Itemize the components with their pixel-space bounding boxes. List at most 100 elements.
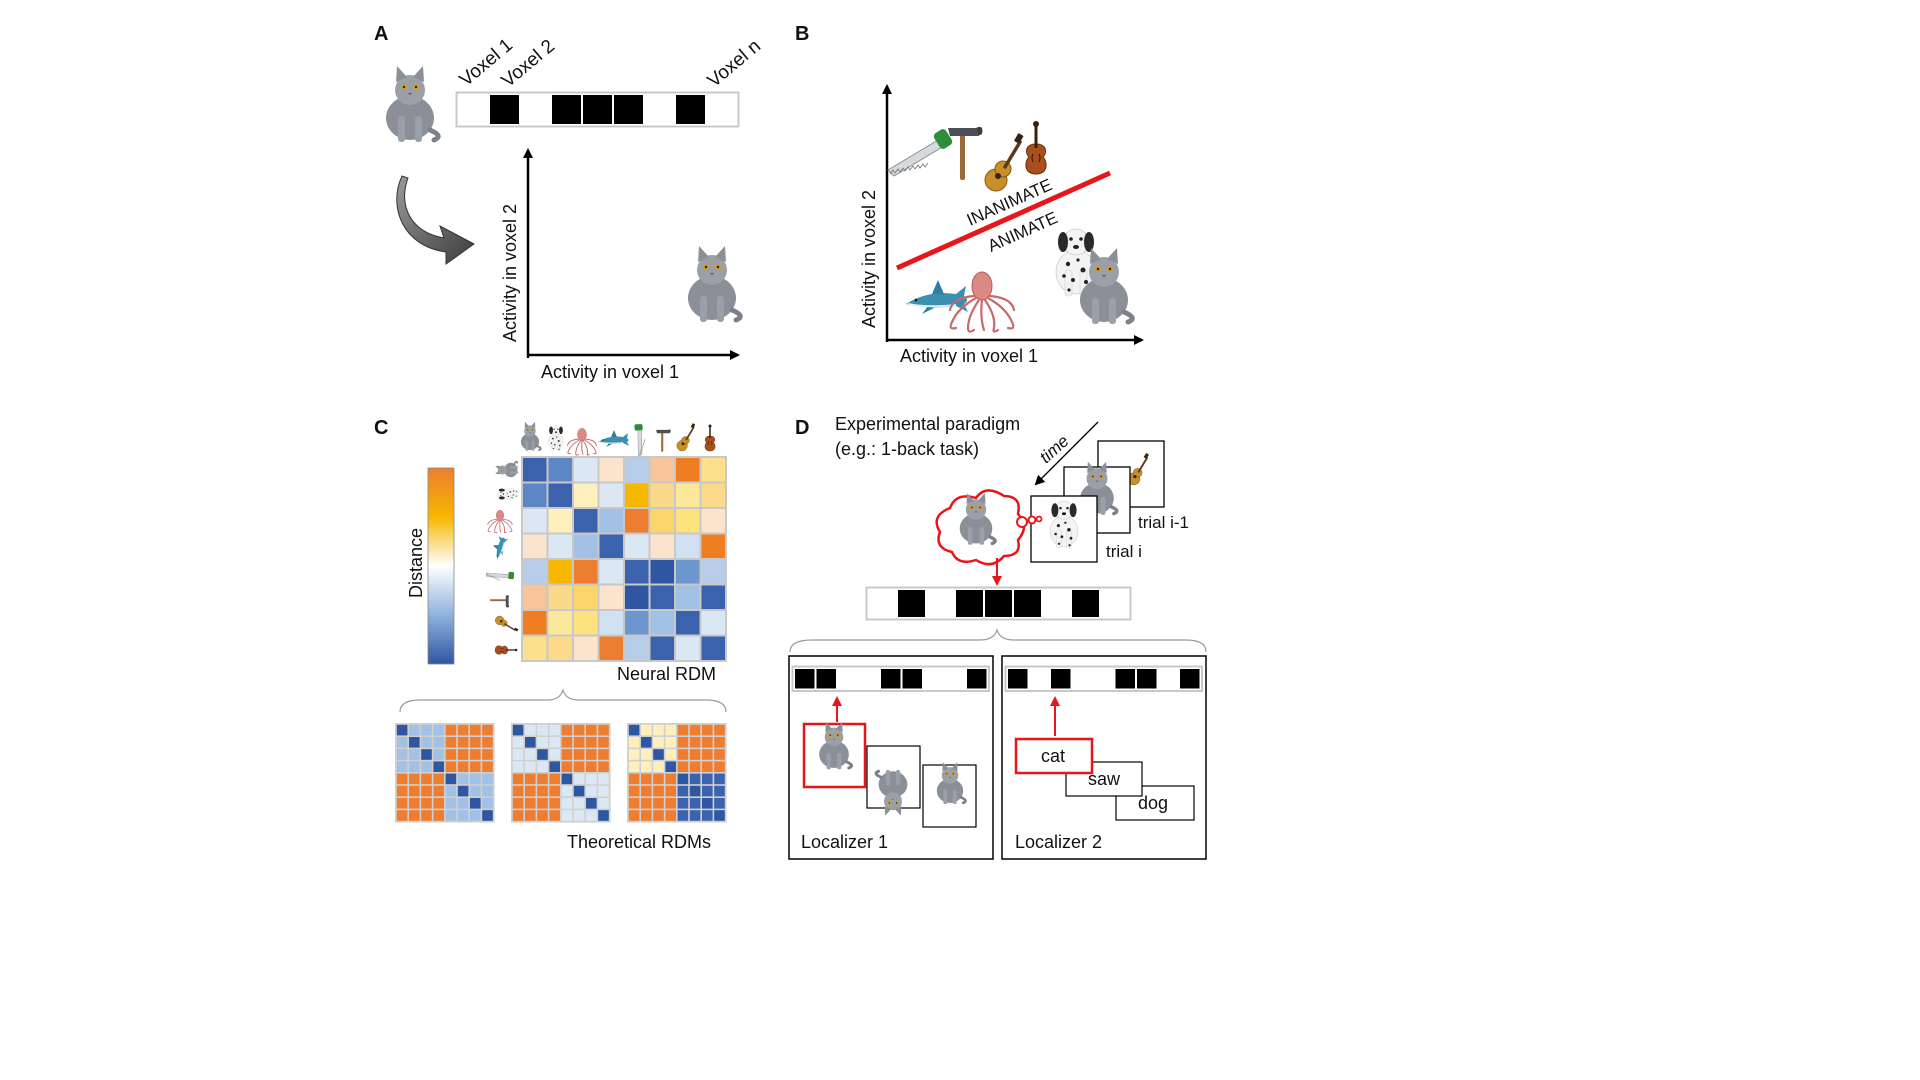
rdm-cell — [421, 798, 432, 809]
rdm-cell — [665, 798, 676, 809]
rdm-cell — [457, 737, 469, 748]
theoretical-rdm-1 — [395, 723, 495, 823]
rdm-cell — [714, 761, 725, 772]
rdm-cell — [714, 810, 725, 821]
rdm-cell — [549, 773, 560, 785]
voxel-pattern — [455, 91, 740, 128]
rdm-cell — [650, 560, 674, 584]
rdm-cell — [573, 798, 585, 809]
rdm-cell — [470, 773, 481, 785]
rdm-cell — [665, 737, 676, 748]
figure: A Voxel 1 Voxel 2 Voxel n Activity in vo… — [374, 23, 1207, 860]
rdm-cell — [665, 749, 676, 760]
voxel-cell — [967, 669, 987, 689]
rdm-cell — [457, 773, 469, 785]
rdm-cell — [599, 534, 623, 558]
cat-icon — [519, 420, 542, 452]
rdm-cell — [653, 724, 664, 736]
rdm-cell — [549, 785, 560, 797]
rdm-cell — [537, 724, 548, 736]
rdm-cell — [512, 737, 524, 748]
guitar-icon — [494, 615, 520, 633]
rdm-cell — [650, 458, 674, 482]
rdm-cell — [457, 798, 469, 809]
rdm-cell — [665, 773, 676, 785]
rdm-cell — [574, 534, 598, 558]
time-label: time — [1036, 431, 1073, 467]
voxel-cell — [459, 95, 488, 124]
rdm-cell — [512, 798, 524, 809]
rdm-cell — [702, 773, 713, 785]
rdm-cell — [537, 798, 548, 809]
rdm-cell — [548, 560, 572, 584]
rdm-cell — [523, 509, 547, 533]
rdm-cell — [702, 785, 713, 797]
rdm-cell — [628, 810, 640, 821]
rdm-cell — [457, 749, 469, 760]
voxel-cell — [645, 95, 674, 124]
rdm-cell — [574, 585, 598, 609]
rdm-cell — [689, 773, 701, 785]
paradigm-subtitle: (e.g.: 1-back task) — [835, 439, 979, 459]
panel-label-c: C — [374, 417, 388, 439]
rdm-cell — [628, 724, 640, 736]
voxel-cell — [1101, 590, 1128, 617]
rdm-cell — [537, 749, 548, 760]
voxel-pattern — [865, 586, 1132, 621]
rdm-cell — [445, 785, 457, 797]
voxel-cell — [1014, 590, 1041, 617]
rdm-cell — [525, 798, 536, 809]
thought-dot — [1035, 515, 1043, 523]
rdm-cell — [653, 773, 664, 785]
time-arrow — [1034, 421, 1099, 486]
rdm-cell — [677, 785, 689, 797]
rdm-cell — [665, 761, 676, 772]
rdm-cell — [409, 798, 420, 809]
rdm-cell — [599, 483, 623, 507]
rdm-cell — [433, 773, 444, 785]
violin-icon — [494, 645, 518, 655]
octopus-icon — [567, 427, 597, 456]
rdm-cell — [525, 761, 536, 772]
rdm-cell — [482, 773, 493, 785]
rdm-cell — [625, 483, 649, 507]
rdm-cell — [512, 810, 524, 821]
rdm-cell — [653, 749, 664, 760]
voxel-cell — [1115, 669, 1135, 689]
guitar-icon — [675, 422, 697, 452]
rdm-cell — [701, 483, 725, 507]
rdm-cell — [650, 611, 674, 635]
voxel-cell — [1072, 590, 1099, 617]
rdm-cell — [689, 724, 701, 736]
rdm-cell — [641, 724, 652, 736]
rdm-cell — [433, 749, 444, 760]
rdm-cell — [574, 636, 598, 660]
cat-icon — [386, 66, 438, 142]
rdm-cell — [445, 810, 457, 821]
voxel-cell — [676, 95, 705, 124]
rdm-cell — [702, 798, 713, 809]
rdm-cell — [396, 773, 408, 785]
rdm-cell — [470, 737, 481, 748]
cat-icon — [494, 460, 519, 478]
rdm-cell — [561, 737, 573, 748]
voxel-cell — [795, 669, 815, 689]
rdm-cell — [628, 749, 640, 760]
rdm-cell — [625, 458, 649, 482]
rdm-cell — [482, 749, 493, 760]
rdm-cell — [689, 737, 701, 748]
rdm-cell — [714, 773, 725, 785]
rdm-cell — [470, 810, 481, 821]
rdm-cell — [625, 509, 649, 533]
rdm-cell — [599, 458, 623, 482]
dog-icon — [497, 487, 519, 501]
voxel-cell — [838, 669, 858, 689]
rdm-cell — [433, 724, 444, 736]
rdm-cell — [586, 785, 597, 797]
rdm-cell — [525, 737, 536, 748]
rdm-cell — [561, 785, 573, 797]
voxel-cell — [924, 669, 944, 689]
rdm-cell — [650, 483, 674, 507]
voxel-cell — [1137, 669, 1157, 689]
rdm-cell — [650, 585, 674, 609]
